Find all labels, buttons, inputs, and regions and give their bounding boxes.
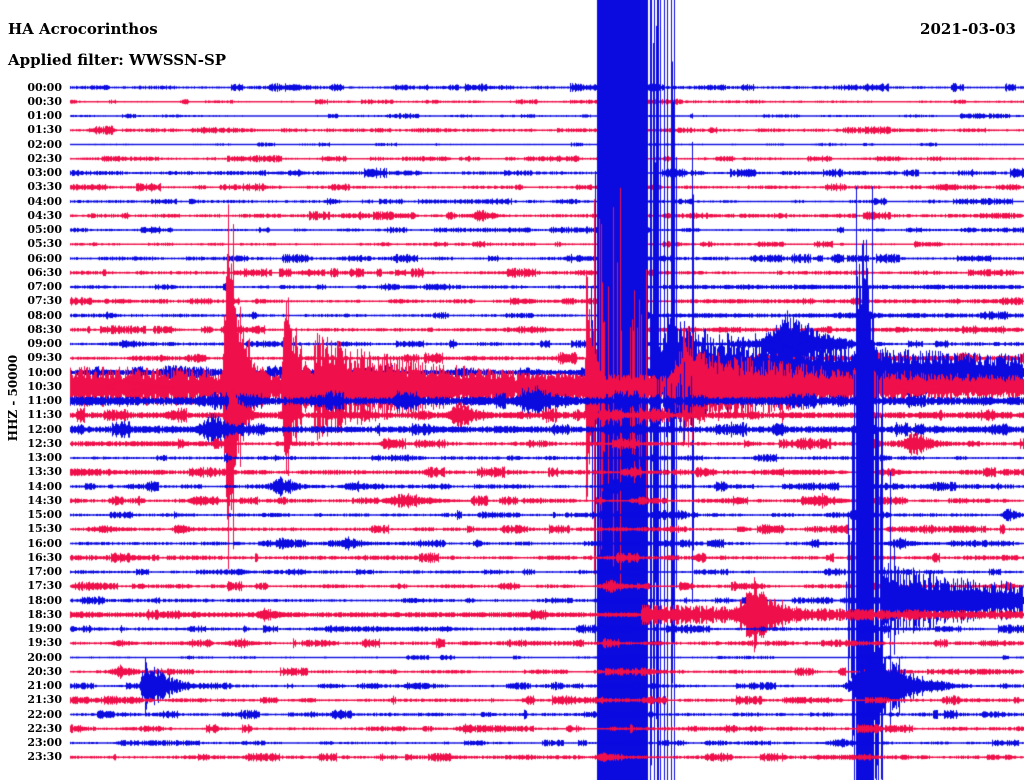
time-label: 08:00	[27, 308, 62, 322]
time-label: 17:00	[27, 565, 62, 578]
time-label: 21:30	[27, 693, 62, 707]
time-label: 05:30	[27, 237, 62, 251]
time-label: 22:00	[27, 707, 62, 721]
time-label: 17:30	[27, 579, 62, 593]
record-date: 2021-03-03	[920, 20, 1016, 38]
time-label: 12:00	[27, 422, 62, 436]
time-label: 20:00	[27, 650, 62, 664]
time-label: 03:00	[27, 166, 62, 179]
time-label: 13:00	[27, 451, 62, 464]
time-label: 18:30	[27, 607, 62, 621]
time-label: 16:00	[27, 536, 62, 550]
time-label: 02:00	[27, 137, 62, 151]
time-label: 14:30	[27, 493, 62, 507]
time-label: 01:00	[27, 109, 62, 122]
time-label: 00:30	[27, 94, 62, 108]
time-label: 18:00	[27, 593, 62, 607]
time-label: 14:00	[27, 479, 62, 493]
time-label: 02:30	[27, 151, 62, 165]
time-label: 08:30	[27, 322, 62, 336]
time-label: 23:00	[27, 736, 62, 749]
time-label: 19:00	[27, 622, 62, 635]
time-label: 09:00	[27, 337, 62, 350]
time-label: 11:30	[27, 408, 62, 422]
time-label: 12:30	[27, 436, 62, 450]
time-label: 13:30	[27, 465, 62, 479]
time-label: 05:00	[27, 223, 62, 236]
time-label: 06:00	[27, 251, 62, 265]
time-label: 09:30	[27, 351, 62, 365]
time-label: 15:00	[27, 508, 62, 521]
time-label: 19:30	[27, 636, 62, 650]
time-label: 06:30	[27, 265, 62, 279]
time-label: 04:30	[27, 208, 62, 222]
time-label: 15:30	[27, 522, 62, 536]
time-label: 04:00	[27, 194, 62, 208]
time-label: 10:00	[27, 365, 62, 379]
time-label: 16:30	[27, 550, 62, 564]
time-label: 21:00	[27, 679, 62, 692]
time-label: 07:00	[27, 280, 62, 293]
filter-label: Applied filter: WWSSN-SP	[8, 51, 227, 69]
time-label: 20:30	[27, 664, 62, 678]
time-label: 01:30	[27, 123, 62, 137]
time-label: 11:00	[27, 394, 62, 407]
time-label: 23:30	[27, 750, 62, 764]
time-label: 00:00	[27, 80, 62, 94]
station-title: HA Acrocorinthos	[8, 20, 158, 38]
time-label: 10:30	[27, 379, 62, 393]
time-label: 22:30	[27, 721, 62, 735]
time-label: 07:30	[27, 294, 62, 308]
time-label: 03:30	[27, 180, 62, 194]
